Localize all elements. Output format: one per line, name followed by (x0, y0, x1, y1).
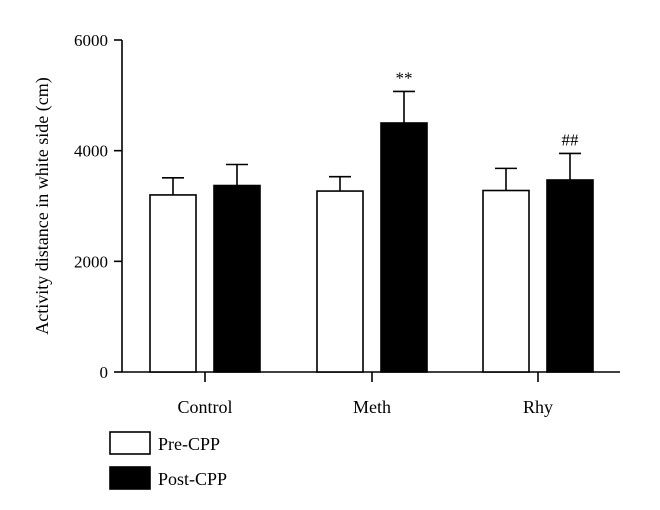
x-tick-label: Meth (353, 397, 391, 417)
significance-marker: ## (562, 130, 580, 149)
x-tick-label: Control (177, 397, 232, 417)
y-tick-label: 0 (100, 363, 109, 382)
legend: Pre-CPP Post-CPP (109, 431, 227, 490)
y-axis-label: Activity distance in white side (cm) (32, 77, 53, 334)
y-tick-label: 2000 (74, 252, 108, 271)
y-tick-label: 4000 (74, 142, 108, 161)
bar-pre-cpp (316, 190, 364, 373)
bar-pre-cpp (149, 194, 197, 373)
bar-post-cpp (380, 122, 428, 373)
legend-swatch (109, 431, 151, 455)
legend-label: Post-CPP (158, 469, 227, 489)
bar-pre-cpp (482, 189, 530, 373)
legend-label: Pre-CPP (158, 434, 220, 454)
y-tick-label: 6000 (74, 31, 108, 50)
bar-post-cpp (213, 184, 261, 373)
significance-marker: ** (396, 68, 413, 87)
bar-post-cpp (546, 179, 594, 373)
legend-swatch (109, 466, 151, 490)
x-tick-label: Rhy (523, 397, 553, 417)
plot-area: 0 2000 4000 6000 Control Meth ** Rhy ## (74, 31, 620, 417)
